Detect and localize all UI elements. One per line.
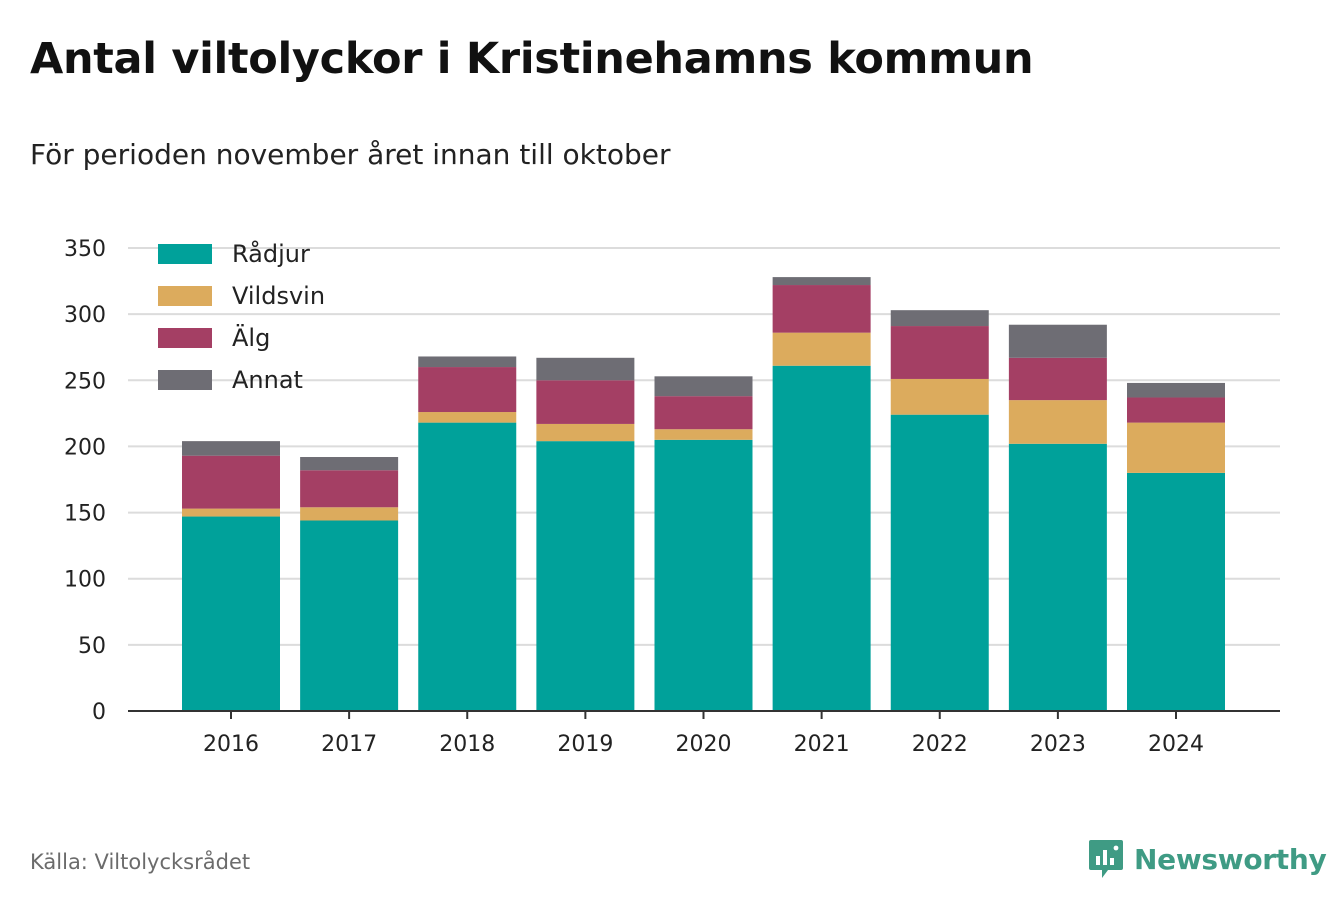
legend-swatch <box>158 370 212 390</box>
legend-swatch <box>158 286 212 306</box>
bar-segment <box>300 470 399 508</box>
bar-segment <box>890 310 989 327</box>
bar-segment <box>182 455 280 509</box>
x-tick-label: 2017 <box>321 732 377 757</box>
chart-subtitle: För perioden november året innan till ok… <box>30 138 671 171</box>
bar-segment <box>890 378 989 415</box>
y-tick-label: 0 <box>92 700 106 725</box>
bar-segment <box>772 365 871 711</box>
x-tick-label: 2020 <box>676 732 732 757</box>
legend-label: Rådjur <box>232 239 310 268</box>
bar-segment <box>1008 443 1107 711</box>
bar-segment <box>300 457 399 471</box>
legend: Rådjur Vildsvin Älg Annat <box>158 239 325 394</box>
bar-segment <box>418 356 517 368</box>
x-axis <box>128 710 1280 719</box>
bar-segment <box>1127 397 1225 423</box>
bar-segment <box>300 507 399 521</box>
bar-segment <box>1127 382 1225 398</box>
bar-segment <box>182 508 280 517</box>
bar-segment <box>772 332 871 366</box>
y-tick-label: 250 <box>64 369 106 394</box>
bar-segment <box>418 412 517 423</box>
bar-segment <box>1127 422 1225 473</box>
bar-segment <box>772 285 871 333</box>
brand-logo: Newsworthy <box>1088 838 1327 880</box>
bar-segment <box>890 414 989 711</box>
bar-segment <box>300 520 399 711</box>
bar-segment <box>182 516 280 711</box>
chart-title: Antal viltolyckor i Kristinehamns kommun <box>30 34 1034 84</box>
y-tick-label: 300 <box>64 303 106 328</box>
bar-segment <box>1008 400 1107 444</box>
source-note: Källa: Viltolycksrådet <box>30 850 251 874</box>
bar-segment <box>536 423 635 442</box>
bar-segment <box>654 376 753 397</box>
bar-segment <box>1008 357 1107 401</box>
bar-segment <box>772 277 871 286</box>
bar-segment <box>1127 472 1225 711</box>
bar-segment <box>418 422 517 711</box>
y-tick-label: 150 <box>64 502 106 527</box>
x-tick-label: 2022 <box>912 732 968 757</box>
legend-label: Älg <box>232 323 270 352</box>
bar-segment <box>654 429 753 440</box>
bar-segment <box>418 367 517 413</box>
legend-label: Vildsvin <box>232 282 325 310</box>
bar-segment <box>536 380 635 424</box>
bar-segment <box>654 439 753 711</box>
bar-segment <box>1008 324 1107 358</box>
y-tick-label: 200 <box>64 435 106 460</box>
bar-segment <box>654 396 753 430</box>
bars <box>182 277 1225 711</box>
bar-segment <box>536 441 635 711</box>
x-tick-label: 2018 <box>439 732 495 757</box>
x-tick-label: 2019 <box>557 732 613 757</box>
bar-segment <box>536 357 635 381</box>
x-tick-label: 2016 <box>203 732 259 757</box>
y-tick-label: 100 <box>64 568 106 593</box>
x-tick-label: 2024 <box>1148 732 1204 757</box>
brand-name: Newsworthy <box>1134 842 1327 876</box>
x-axis-tick-labels: 2016 2017 2018 2019 2020 2021 2022 2023 2024 <box>203 732 1204 757</box>
newsworthy-logo-icon <box>1089 840 1123 878</box>
legend-label: Annat <box>232 366 303 394</box>
bar-segment <box>890 326 989 379</box>
y-axis-tick-labels: 0 50 100 150 200 250 300 350 <box>64 237 106 725</box>
bar-segment <box>182 441 280 456</box>
legend-swatch <box>158 328 212 348</box>
x-tick-label: 2021 <box>794 732 850 757</box>
y-tick-label: 350 <box>64 237 106 262</box>
legend-swatch <box>158 244 212 264</box>
x-tick-label: 2023 <box>1030 732 1086 757</box>
y-tick-label: 50 <box>78 634 106 659</box>
